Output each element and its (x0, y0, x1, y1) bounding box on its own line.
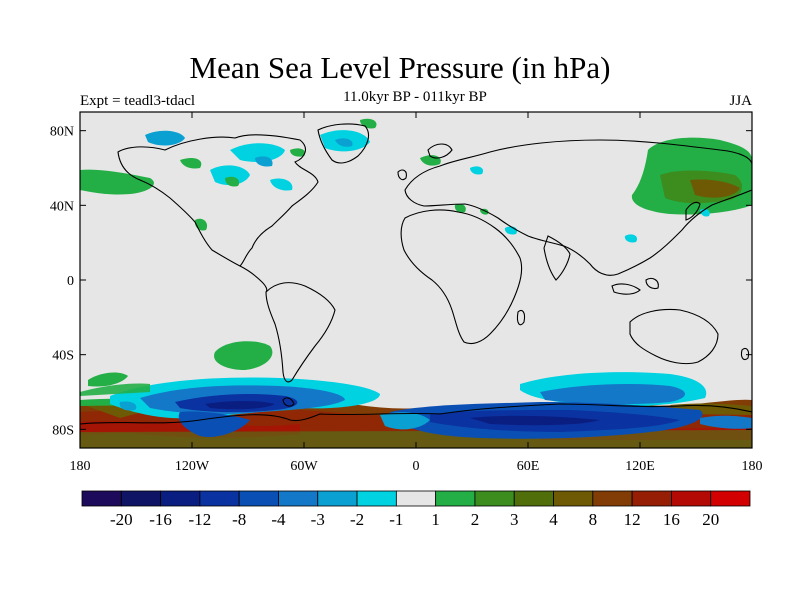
colorbar-label: -4 (271, 510, 286, 529)
colorbar-label: -1 (389, 510, 403, 529)
colorbar-swatch (631, 490, 672, 507)
colorbar-label: 4 (549, 510, 558, 529)
lon-tick-label: 180 (70, 459, 91, 474)
lon-tick-label: 60E (517, 459, 540, 474)
colorbar-swatch (120, 490, 161, 507)
colorbar-label: -16 (149, 510, 172, 529)
colorbar-swatch (710, 490, 751, 507)
colorbar-swatch (317, 490, 358, 507)
colorbar-label: -20 (110, 510, 133, 529)
colorbar-swatch (435, 490, 476, 507)
lat-tick-label: 80S (52, 423, 74, 438)
colorbar-label: 12 (624, 510, 641, 529)
colorbar-swatch (356, 490, 397, 507)
colorbar-swatch (671, 490, 712, 507)
colorbar-label: -8 (232, 510, 246, 529)
colorbar-label: 16 (663, 510, 680, 529)
colorbar-swatch (474, 490, 515, 507)
page-title: Mean Sea Level Pressure (in hPa) (189, 50, 611, 85)
colorbar-label: 3 (510, 510, 519, 529)
colorbar-label: -12 (189, 510, 212, 529)
season-label: JJA (729, 93, 752, 109)
colorbar-swatch (238, 490, 279, 507)
colorbar-swatch (553, 490, 594, 507)
colorbar-label: 8 (589, 510, 598, 529)
colorbar-label: 1 (431, 510, 440, 529)
colorbar-label: -2 (350, 510, 364, 529)
colorbar-swatch (81, 490, 122, 507)
colorbar-swatch (160, 490, 201, 507)
colorbar-swatch (592, 490, 633, 507)
colorbar-swatch (278, 490, 319, 507)
lon-tick-label: 120W (175, 459, 210, 474)
colorbar-label: 2 (471, 510, 480, 529)
lon-tick-label: 0 (413, 459, 420, 474)
colorbar-swatch (199, 490, 240, 507)
lat-tick-label: 40S (52, 349, 74, 364)
period-subtitle: 11.0kyr BP - 011kyr BP (343, 89, 487, 105)
lon-tick-label: 180 (742, 459, 763, 474)
lon-tick-label: 120E (625, 459, 655, 474)
colorbar-swatch (395, 490, 437, 507)
experiment-label: Expt = teadl3-tdacl (80, 93, 196, 109)
colorbar-swatch (513, 490, 554, 507)
lon-tick-label: 60W (290, 459, 318, 474)
coastlines (80, 123, 752, 425)
pressure-anomaly-field (80, 118, 752, 448)
lat-tick-label: 0 (67, 274, 74, 289)
lat-tick-label: 40N (50, 199, 74, 214)
colorbar: -20 -16 -12 -8 -4 -3 -2 -1 1 2 3 4 8 12 16 20 (81, 490, 751, 529)
colorbar-label: 20 (702, 510, 719, 529)
lat-tick-label: 80N (50, 125, 74, 140)
colorbar-label: -3 (311, 510, 325, 529)
